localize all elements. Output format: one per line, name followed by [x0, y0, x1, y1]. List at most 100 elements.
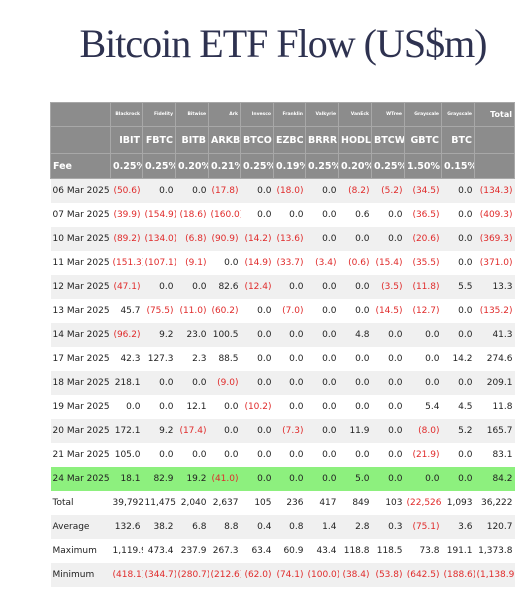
flow-value: (96.2) — [110, 323, 143, 347]
header-cell — [50, 126, 111, 154]
fee: 0.25% — [305, 153, 339, 179]
flow-value: 0.0 — [305, 299, 339, 323]
flow-value: (9.1) — [175, 251, 209, 275]
provider: Grayscale — [404, 102, 442, 127]
flow-value: 209.1 — [474, 371, 515, 395]
flow-value: 6.8 — [175, 515, 209, 539]
provider: Grayscale — [441, 102, 475, 127]
flow-value: 0.0 — [273, 275, 306, 299]
flow-value: (134.3) — [474, 178, 515, 203]
flow-value: 118.8 — [338, 539, 372, 563]
fee: 0.20% — [175, 153, 209, 179]
flow-value: (15.4) — [371, 251, 405, 275]
flow-value: (39.9) — [110, 203, 143, 227]
flow-value: 9.2 — [142, 323, 176, 347]
provider: WTree — [371, 102, 405, 127]
flow-value: 2.8 — [338, 515, 372, 539]
flow-value: 0.0 — [273, 395, 306, 419]
table-row: Maximum1,119.9473.4237.9267.363.460.943.… — [50, 539, 515, 563]
table-row: 14 Mar 2025 (96.2) 9.2 23.0 100.5 0.0 0.0 0.0 4.… — [50, 323, 515, 347]
flow-value: 1,373.8 — [474, 539, 515, 563]
flow-value: 0.0 — [142, 443, 176, 467]
flow-value: 0.0 — [338, 443, 372, 467]
flow-value: 0.0 — [338, 395, 372, 419]
flow-value: 127.3 — [142, 347, 176, 371]
flow-value: (3.5) — [371, 275, 405, 299]
flow-value: 0.0 — [371, 371, 405, 395]
flow-value: (17.8) — [208, 178, 241, 203]
provider: Invesco — [240, 102, 274, 127]
flow-value: 8.8 — [208, 515, 241, 539]
flow-value: 0.0 — [338, 347, 372, 371]
flow-value: 849 — [338, 491, 372, 515]
ticker: BTC — [441, 126, 475, 154]
flow-value: 0.0 — [273, 443, 306, 467]
flow-value: 0.0 — [441, 251, 475, 275]
flow-value: 45.7 — [110, 299, 143, 323]
provider-row: Blackrock Fidelity Bitwise Ark Invesco Frankl… — [50, 102, 515, 127]
header-cell — [474, 153, 515, 179]
flow-value: 0.0 — [305, 395, 339, 419]
flow-value: (75.5) — [142, 299, 176, 323]
flow-value: (369.3) — [474, 227, 515, 251]
flow-value: (1,138.9) — [474, 563, 515, 587]
fee: 0.21% — [208, 153, 241, 179]
fee: 1.50% — [404, 153, 442, 179]
flow-value: (11.8) — [404, 275, 442, 299]
fee: 0.15% — [441, 153, 475, 179]
row-label: 19 Mar 2025 — [50, 395, 111, 419]
flow-value: 0.0 — [305, 275, 339, 299]
flow-value: 0.0 — [305, 467, 339, 491]
flow-value: 0.0 — [273, 347, 306, 371]
flow-value: 0.0 — [371, 227, 405, 251]
flow-value: (135.2) — [474, 299, 515, 323]
flow-value: 0.0 — [371, 347, 405, 371]
ticker-row: IBIT FBTC BITB ARKB BTCO EZBC BRRR HODL BTCW GBTC… — [50, 126, 515, 154]
flow-value: 1,093 — [441, 491, 475, 515]
flow-value: 0.0 — [305, 178, 339, 203]
header-cell — [50, 102, 111, 127]
ticker: IBIT — [110, 126, 143, 154]
provider: VanEck — [338, 102, 372, 127]
flow-value: 0.0 — [142, 395, 176, 419]
flow-value: 100.5 — [208, 323, 241, 347]
flow-value: 0.0 — [338, 227, 372, 251]
flow-value: (62.0) — [240, 563, 274, 587]
table-row: 21 Mar 2025 105.0 0.0 0.0 0.0 0.0 0.0 0.0 0.0 0.0… — [50, 443, 515, 467]
flow-value: 0.4 — [240, 515, 274, 539]
flow-value: (418.1) — [110, 563, 143, 587]
flow-value: (50.6) — [110, 178, 143, 203]
flow-value: 267.3 — [208, 539, 241, 563]
ticker: BRRR — [305, 126, 339, 154]
flow-value: 0.0 — [371, 203, 405, 227]
row-label: Average — [50, 515, 111, 539]
flow-value: (18.0) — [273, 178, 306, 203]
ticker: FBTC — [142, 126, 176, 154]
provider: Valkyrie — [305, 102, 339, 127]
flow-value: 0.6 — [338, 203, 372, 227]
flow-value: 0.0 — [273, 371, 306, 395]
table-row: 10 Mar 2025 (89.2) (134.0) (6.8) (90.9) (14.2… — [50, 227, 515, 251]
ticker: BITB — [175, 126, 209, 154]
flow-value: (100.0) — [305, 563, 339, 587]
flow-value: (154.9) — [142, 203, 176, 227]
flow-value: 4.5 — [441, 395, 475, 419]
flow-value: 0.0 — [273, 323, 306, 347]
row-label: 12 Mar 2025 — [50, 275, 111, 299]
flow-value: 88.5 — [208, 347, 241, 371]
flow-value: 0.0 — [240, 203, 274, 227]
flow-value: 0.0 — [371, 419, 405, 443]
flow-value: (33.7) — [273, 251, 306, 275]
flow-value: 118.5 — [371, 539, 405, 563]
flow-value: (3.4) — [305, 251, 339, 275]
flow-value: 0.0 — [404, 371, 442, 395]
provider: Bitwise — [175, 102, 209, 127]
fee: 0.25% — [371, 153, 405, 179]
flow-value: 0.0 — [208, 443, 241, 467]
flow-value: 120.7 — [474, 515, 515, 539]
flow-value: 82.6 — [208, 275, 241, 299]
flow-value: 0.0 — [208, 395, 241, 419]
flow-value: 43.4 — [305, 539, 339, 563]
flow-value: 73.8 — [404, 539, 442, 563]
fee: 0.20% — [338, 153, 372, 179]
